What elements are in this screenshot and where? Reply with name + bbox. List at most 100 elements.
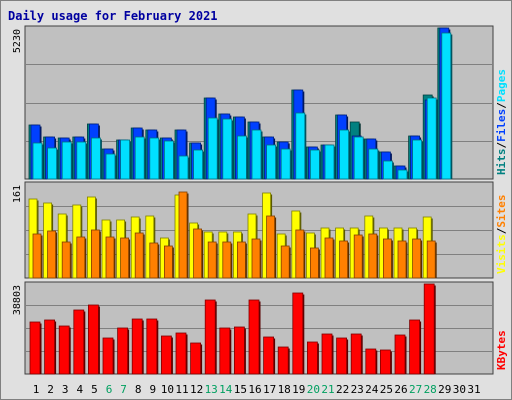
x-tick-label-18: 18 — [278, 383, 291, 396]
x-tick-label-30: 30 — [453, 383, 466, 396]
legend-entry-hits-files-2: Files — [495, 109, 508, 142]
x-tick-label-1: 1 — [33, 383, 40, 396]
bar-hits-files-pages-9 — [149, 137, 160, 180]
legend-entry-hits-files-0: Hits — [495, 149, 508, 176]
bar-kbytes-kbytes-16 — [248, 299, 260, 375]
x-tick-label-22: 22 — [336, 383, 349, 396]
x-tick-label-2: 2 — [47, 383, 54, 396]
bar-hits-files-pages-13 — [207, 117, 218, 180]
legend-entry-visits-sites-2: Sites — [495, 195, 508, 228]
bar-kbytes-kbytes-13 — [204, 299, 216, 375]
bar-kbytes-kbytes-19 — [292, 292, 304, 375]
legend-entry-hits-files-3: / — [495, 102, 508, 109]
bar-hits-files-pages-14 — [222, 118, 233, 180]
bar-visits-sites-sites-6 — [105, 236, 115, 279]
bar-visits-sites-sites-27 — [412, 238, 422, 279]
bar-hits-files-pages-17 — [266, 144, 277, 180]
x-tick-label-27: 27 — [409, 383, 422, 396]
bar-hits-files-pages-23 — [353, 136, 364, 180]
bar-hits-files-pages-3 — [61, 141, 72, 180]
x-tick-label-13: 13 — [205, 383, 218, 396]
bar-hits-files-pages-2 — [47, 147, 57, 180]
bar-kbytes-kbytes-24 — [365, 348, 377, 375]
bar-visits-sites-sites-9 — [149, 242, 159, 279]
bar-kbytes-kbytes-14 — [219, 327, 231, 375]
x-tick-label-28: 28 — [424, 383, 437, 396]
bar-visits-sites-sites-10 — [163, 245, 173, 279]
bar-visits-sites-sites-8 — [134, 232, 144, 279]
bar-hits-files-pages-25 — [382, 160, 393, 180]
bar-kbytes-kbytes-5 — [88, 304, 99, 375]
bar-hits-files-pages-12 — [193, 149, 204, 180]
x-tick-label-14: 14 — [219, 383, 233, 396]
x-tick-label-19: 19 — [292, 383, 305, 396]
bar-kbytes-kbytes-18 — [277, 346, 289, 375]
bar-visits-sites-sites-11 — [178, 191, 188, 279]
bar-visits-sites-sites-12 — [193, 228, 203, 279]
bar-hits-files-pages-19 — [295, 112, 306, 180]
bar-kbytes-kbytes-27 — [409, 319, 421, 375]
x-tick-label-10: 10 — [161, 383, 174, 396]
x-tick-label-31: 31 — [467, 383, 480, 396]
bar-visits-sites-sites-7 — [120, 237, 129, 279]
x-tick-label-25: 25 — [380, 383, 393, 396]
bar-visits-sites-sites-24 — [368, 233, 378, 279]
bar-visits-sites-sites-21 — [324, 237, 334, 279]
bar-kbytes-kbytes-26 — [394, 334, 406, 375]
bar-kbytes-kbytes-12 — [190, 342, 202, 375]
x-tick-label-12: 12 — [190, 383, 203, 396]
bar-hits-files-pages-4 — [76, 141, 87, 180]
x-tick-label-23: 23 — [351, 383, 364, 396]
bar-visits-sites-sites-22 — [339, 240, 349, 279]
bar-hits-files-pages-11 — [178, 155, 189, 180]
bar-kbytes-kbytes-8 — [131, 318, 143, 375]
chart-title: Daily usage for February 2021 — [8, 9, 218, 23]
x-tick-label-5: 5 — [91, 383, 98, 396]
bar-kbytes-kbytes-6 — [102, 337, 114, 375]
bar-visits-sites-sites-13 — [207, 241, 217, 279]
legend-entry-visits-sites-0: Visits — [495, 234, 508, 274]
x-tick-label-15: 15 — [234, 383, 247, 396]
bar-visits-sites-sites-23 — [353, 234, 363, 279]
bar-hits-files-pages-27 — [412, 139, 423, 180]
ymax-label-visits-sites: 161 — [12, 185, 23, 203]
x-tick-label-8: 8 — [135, 383, 142, 396]
bar-visits-sites-sites-16 — [251, 238, 261, 279]
x-tick-label-6: 6 — [106, 383, 113, 396]
x-tick-label-24: 24 — [365, 383, 379, 396]
bar-visits-sites-sites-19 — [295, 229, 305, 279]
bar-hits-files-pages-26 — [397, 169, 408, 180]
x-tick-label-4: 4 — [76, 383, 83, 396]
bar-hits-files-pages-7 — [120, 139, 130, 180]
bar-visits-sites-sites-25 — [382, 238, 392, 279]
bar-kbytes-kbytes-25 — [379, 349, 391, 375]
bar-visits-sites-sites-26 — [397, 240, 407, 279]
bar-visits-sites-sites-28 — [426, 240, 436, 279]
x-tick-label-29: 29 — [438, 383, 451, 396]
x-tick-label-21: 21 — [321, 383, 334, 396]
bar-hits-files-pages-16 — [251, 129, 262, 180]
bar-hits-files-pages-22 — [339, 129, 350, 180]
bar-kbytes-kbytes-4 — [73, 309, 85, 375]
bar-kbytes-kbytes-7 — [117, 327, 128, 375]
x-tick-label-20: 20 — [307, 383, 320, 396]
bar-visits-sites-sites-3 — [61, 241, 71, 279]
bar-kbytes-kbytes-21 — [321, 333, 333, 375]
bar-hits-files-pages-21 — [324, 144, 335, 180]
x-tick-label-7: 7 — [120, 383, 127, 396]
bar-visits-sites-sites-2 — [47, 230, 56, 279]
bar-kbytes-kbytes-28 — [423, 283, 435, 375]
bar-kbytes-kbytes-11 — [175, 332, 187, 375]
bar-visits-sites-sites-15 — [236, 241, 246, 279]
x-tick-label-26: 26 — [394, 383, 407, 396]
ymax-label-hits-files: 5230 — [12, 29, 23, 53]
series-legend-hits-files: Hits/Files/Pages — [495, 69, 508, 175]
series-legend-kbytes: KBytes — [495, 330, 508, 370]
bar-kbytes-kbytes-15 — [233, 326, 245, 375]
bar-visits-sites-sites-5 — [91, 229, 100, 279]
bar-hits-files-pages-20 — [309, 149, 320, 180]
bar-hits-files-pages-5 — [91, 137, 101, 180]
bar-kbytes-kbytes-23 — [350, 333, 362, 375]
bar-hits-files-pages-15 — [236, 135, 247, 180]
